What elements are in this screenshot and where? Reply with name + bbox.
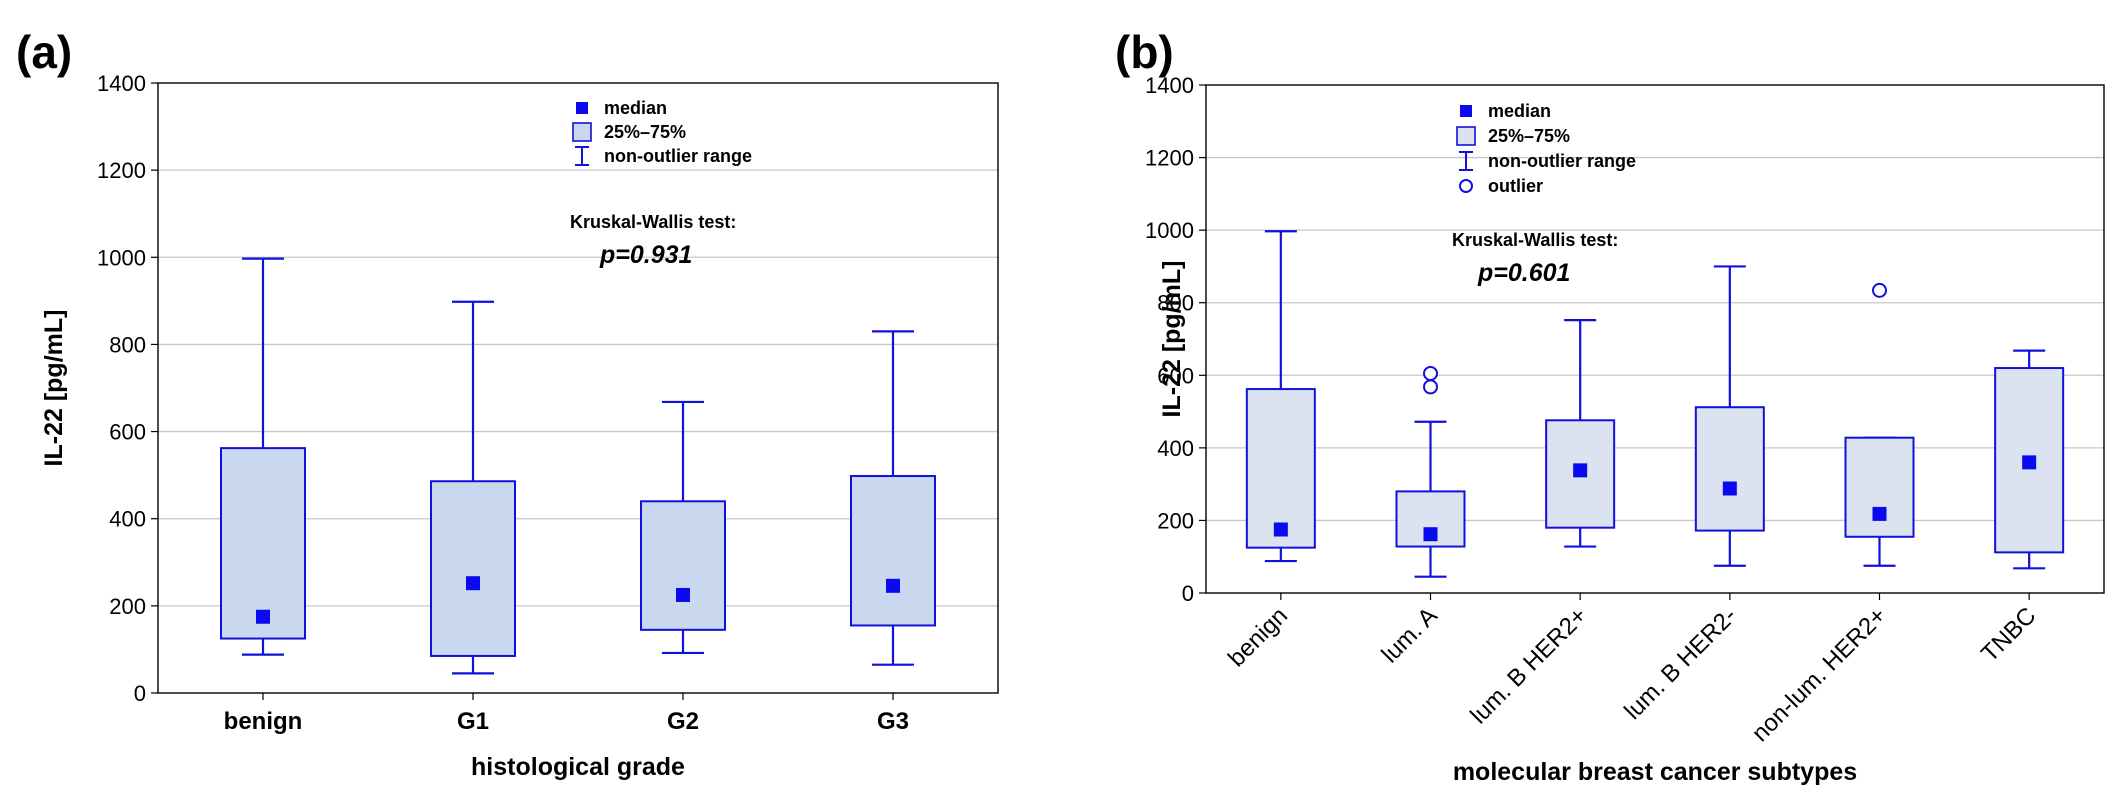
x-tick-label: G1 xyxy=(457,708,489,735)
legend-label: non-outlier range xyxy=(604,146,752,166)
y-tick-label: 400 xyxy=(1157,436,1194,461)
legend-box-icon xyxy=(1456,126,1476,146)
panel-b: (b) 0 200 400 600 800 1000 1200 1400 IL-22 [pg/mL… xyxy=(1115,26,2105,786)
median-marker xyxy=(886,578,900,593)
test-label: Kruskal-Wallis test: xyxy=(1452,230,1618,250)
box-tnbc xyxy=(1994,349,2065,570)
y-tick-label: 800 xyxy=(1157,291,1194,316)
y-tick-label: 600 xyxy=(1157,363,1194,388)
box-lum-b-her2- xyxy=(1694,265,1765,567)
box-lum-a xyxy=(1395,365,1466,578)
y-tick-label: 1000 xyxy=(1145,218,1194,243)
median-marker xyxy=(676,587,690,602)
box-benign xyxy=(220,257,306,656)
y-tick-label: 1200 xyxy=(1145,146,1194,171)
outlier-point xyxy=(1423,365,1438,381)
y-tick-label: 1000 xyxy=(97,245,146,270)
y-tick-label: 800 xyxy=(109,332,146,357)
legend: median 25%–75% non-outlier range outlier xyxy=(1456,101,1636,196)
legend-median-icon xyxy=(576,102,588,114)
legend-label: 25%–75% xyxy=(604,122,686,142)
median-marker xyxy=(1423,527,1438,542)
iqr-box xyxy=(850,475,936,627)
y-axis-label: IL-22 [pg/mL] xyxy=(40,310,68,467)
median-marker xyxy=(1273,522,1288,537)
x-tick-label: benign xyxy=(224,708,303,735)
legend-label: 25%–75% xyxy=(1488,126,1570,146)
box-g1 xyxy=(430,300,516,675)
box-g3 xyxy=(850,330,936,666)
median-marker xyxy=(256,609,270,624)
x-tick-label: lum. A xyxy=(1376,602,1442,668)
median-marker xyxy=(2022,455,2037,470)
y-tick-label: 200 xyxy=(1157,508,1194,533)
x-tick-label: G3 xyxy=(877,708,909,735)
plot-frame xyxy=(1205,84,2105,594)
y-tick-label: 1400 xyxy=(1145,73,1194,98)
y-tick-label: 600 xyxy=(109,420,146,445)
median-marker xyxy=(1722,481,1737,496)
box-lum-b-her2- xyxy=(1545,319,1616,548)
panel-label: (a) xyxy=(16,26,72,78)
legend-label: median xyxy=(1488,101,1551,121)
legend-label: non-outlier range xyxy=(1488,151,1636,171)
legend-outlier-icon xyxy=(1459,179,1473,193)
p-value: p=0.601 xyxy=(1477,259,1570,287)
legend: median 25%–75% non-outlier range xyxy=(572,98,752,166)
box-non-lum-her2- xyxy=(1844,282,1915,567)
x-axis-label: molecular breast cancer subtypes xyxy=(1453,758,1857,786)
median-marker xyxy=(466,576,480,591)
test-label: Kruskal-Wallis test: xyxy=(570,212,736,232)
panel-a: (a) 0 200 400 600 800 1000 1200 1400 IL-22 [pg/mL… xyxy=(16,26,999,781)
x-tick-label: benign xyxy=(1223,602,1293,672)
iqr-box xyxy=(1694,406,1765,532)
panel-label: (b) xyxy=(1115,26,1174,78)
y-tick-label: 1200 xyxy=(97,158,146,183)
p-value: p=0.931 xyxy=(599,241,692,269)
x-axis-label: histological grade xyxy=(471,753,685,781)
iqr-box xyxy=(1844,436,1915,538)
plot-frame xyxy=(157,82,999,694)
y-tick-label: 1400 xyxy=(97,71,146,96)
legend-label: median xyxy=(604,98,667,118)
outlier-point xyxy=(1872,282,1887,298)
legend-box-icon xyxy=(572,122,592,142)
y-axis-label: IL-22 [pg/mL] xyxy=(1158,261,1186,418)
outlier-point xyxy=(1423,379,1438,395)
y-tick-label: 200 xyxy=(109,594,146,619)
x-tick-label: lum. B HER2- xyxy=(1619,602,1742,725)
x-tick-label: lum. B HER2+ xyxy=(1465,602,1592,729)
median-marker xyxy=(1872,506,1887,521)
iqr-box xyxy=(640,500,726,631)
y-tick-label: 400 xyxy=(109,507,146,532)
median-marker xyxy=(1573,463,1588,478)
iqr-box xyxy=(430,480,516,657)
x-tick-label: TNBC xyxy=(1976,602,2041,667)
legend-label: outlier xyxy=(1488,176,1543,196)
iqr-box xyxy=(1245,388,1316,549)
legend-median-icon xyxy=(1460,105,1472,117)
y-tick-label: 0 xyxy=(134,681,146,706)
x-tick-label: non-lum. HER2+ xyxy=(1747,602,1892,747)
box-benign xyxy=(1245,230,1316,563)
box-g2 xyxy=(640,400,726,655)
y-tick-label: 0 xyxy=(1182,581,1194,606)
iqr-box xyxy=(220,447,306,640)
x-tick-label: G2 xyxy=(667,708,699,735)
